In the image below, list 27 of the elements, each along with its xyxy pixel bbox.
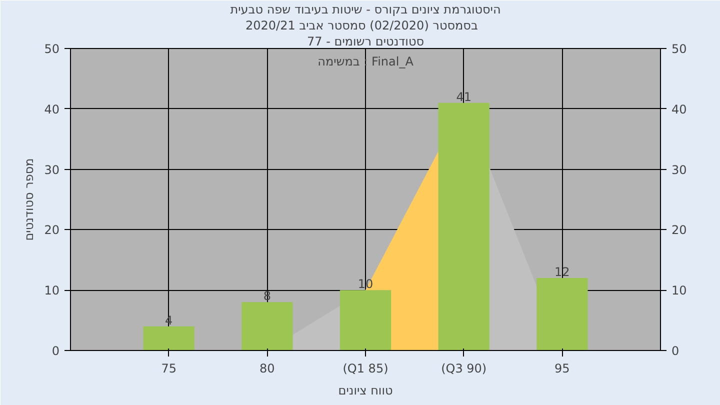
- y2-tick-label: 10: [672, 284, 687, 298]
- bar: [143, 326, 194, 350]
- x-tick-label: 95: [554, 362, 570, 376]
- x-tick-label: 75: [161, 362, 176, 376]
- bar: [536, 278, 588, 350]
- x-tick-label: 80: [260, 362, 275, 376]
- y2-tick-label: 50: [672, 42, 687, 56]
- annotation: במשימה : Final_A: [318, 54, 414, 68]
- y2-tick-label: 40: [672, 102, 687, 116]
- x-tick-label: (Q3 90): [441, 362, 487, 376]
- x-axis-title: טווח ציונים: [338, 384, 393, 398]
- chart-subtitle: בסמסטר (02/2020) סמסטר אביב 2020/21: [245, 18, 478, 32]
- chart-title: היסטוגרמת ציונים בקורס - שיטות בעיבוד שפה טבעית: [230, 2, 501, 16]
- x-tick-label: (Q1 85): [342, 362, 388, 376]
- bar: [340, 290, 392, 350]
- y-tick-label: 50: [44, 42, 60, 56]
- y2-tick-label: 30: [672, 162, 687, 177]
- y-tick-label: 0: [52, 344, 60, 358]
- y-tick-label: 10: [44, 284, 60, 298]
- y-axis-title: מספר סטודנטים: [22, 158, 36, 241]
- y2-tick-label: 0: [672, 344, 680, 358]
- y-tick-label: 40: [44, 102, 60, 116]
- y-tick-label: 30: [44, 162, 60, 177]
- y2-tick-label: 20: [672, 223, 687, 238]
- bar: [242, 302, 293, 350]
- y-tick-label: 20: [44, 223, 60, 238]
- annotation: סטודנטים רשומים - 77: [306, 34, 424, 48]
